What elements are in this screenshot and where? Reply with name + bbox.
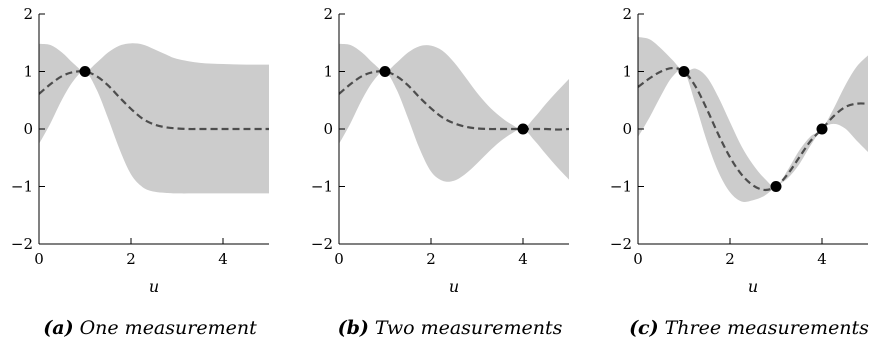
measurement-point [678,66,690,77]
plot-area [638,37,868,202]
mean-line [339,70,569,131]
panel-b: −2 −1 0 1 2 0 2 4 u (b) Two measurements [311,5,569,339]
panel-a: −2 −1 0 1 2 0 2 4 u (a) One measurement [11,5,269,339]
panel-caption: (a) One measurement [43,317,257,339]
caption-text: Two measurements [375,317,563,339]
x-tick-label: 2 [426,250,436,268]
x-tick-label: 4 [518,250,528,268]
measurement-point [517,123,529,135]
panel-caption: (c) Three measurements [629,317,869,339]
x-axis-label: u [149,277,159,296]
caption-letter: (a) [43,317,73,339]
caption-text: One measurement [80,317,257,339]
caption-text: Three measurements [665,317,869,339]
x-tick-label: 2 [725,250,735,268]
mean-line [638,66,868,192]
measurement-point [770,181,782,192]
x-tick-label: 0 [633,250,643,268]
x-tick-label: 0 [34,250,44,268]
y-tick-label: −1 [11,178,33,196]
y-tick-label: 2 [23,5,33,23]
x-axis-label: u [748,277,758,296]
panel-caption: (b) Two measurements [338,317,563,339]
y-tick-label: −2 [610,235,632,253]
measurement-point [79,66,91,77]
y-tick-label: 0 [622,120,632,138]
x-tick-label: 0 [334,250,344,268]
x-tick-label: 4 [817,250,827,268]
measurement-point [816,123,828,135]
plot-area [339,43,569,182]
y-tick-label: 1 [23,63,33,81]
mean-line [39,70,269,131]
x-tick-label: 2 [126,250,136,268]
x-tick-label: 4 [218,250,228,268]
confidence-band [39,43,269,194]
measurement-point [379,66,391,77]
caption-letter: (b) [338,317,369,339]
confidence-band [339,43,569,182]
y-tick-label: 1 [323,63,333,81]
y-tick-label: −2 [311,235,333,253]
y-tick-label: 0 [323,120,333,138]
y-tick-label: −2 [11,235,33,253]
x-axis-label: u [449,277,459,296]
y-tick-label: 0 [23,120,33,138]
y-tick-label: 2 [622,5,632,23]
y-tick-label: −1 [610,178,632,196]
y-tick-label: 1 [622,63,632,81]
confidence-band [638,37,868,202]
y-tick-label: −1 [311,178,333,196]
y-tick-label: 2 [323,5,333,23]
plot-area [39,43,269,194]
caption-letter: (c) [629,317,659,339]
panel-c: −2 −1 0 1 2 0 2 4 u (c) Three measurements [610,5,869,339]
